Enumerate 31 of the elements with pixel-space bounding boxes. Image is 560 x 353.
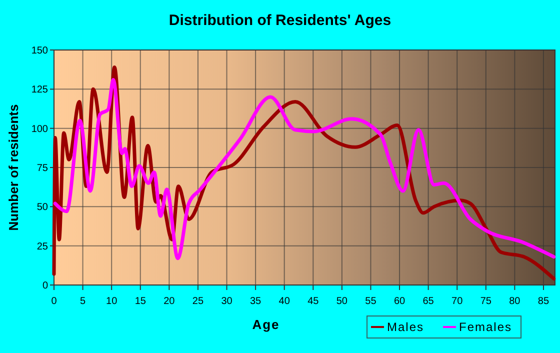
x-tick-label: 55 xyxy=(365,296,377,307)
y-tick-label: 50 xyxy=(36,202,48,214)
x-tick-label: 65 xyxy=(422,296,434,307)
y-axis-title: Number of residents xyxy=(6,104,21,231)
line-series xyxy=(53,78,556,260)
x-axis-title: Age xyxy=(252,317,280,332)
x-tick-label: 45 xyxy=(308,296,320,307)
x-tick-label: 20 xyxy=(164,296,176,307)
chart-title: Distribution of Residents' Ages xyxy=(168,12,392,29)
x-tick-label: 30 xyxy=(221,296,233,307)
y-tick-label: 75 xyxy=(36,163,48,174)
x-tick-label: 75 xyxy=(480,296,492,307)
x-tick-label: 10 xyxy=(106,296,118,307)
x-tick-label: 0 xyxy=(51,296,58,307)
x-tick-label: 40 xyxy=(278,296,290,307)
legend-label: Males xyxy=(387,320,424,334)
y-tick-label: 100 xyxy=(31,124,48,135)
x-tick-label: 80 xyxy=(509,296,521,307)
y-tick-label: 25 xyxy=(36,241,48,252)
y-tick-label: 125 xyxy=(31,84,48,96)
x-tick-label: 50 xyxy=(336,296,348,307)
legend-label: Females xyxy=(459,320,512,334)
x-tick-label: 25 xyxy=(192,296,204,307)
x-tick-label: 60 xyxy=(394,296,406,307)
y-tick-label: 150 xyxy=(31,46,48,56)
x-tick-label: 70 xyxy=(452,296,464,307)
x-tick-label: 5 xyxy=(80,296,86,307)
y-tick-label: 0 xyxy=(42,280,48,292)
x-tick-label: 15 xyxy=(134,296,146,307)
x-tick-label: 35 xyxy=(250,296,262,307)
x-tick-label: 85 xyxy=(538,296,550,307)
